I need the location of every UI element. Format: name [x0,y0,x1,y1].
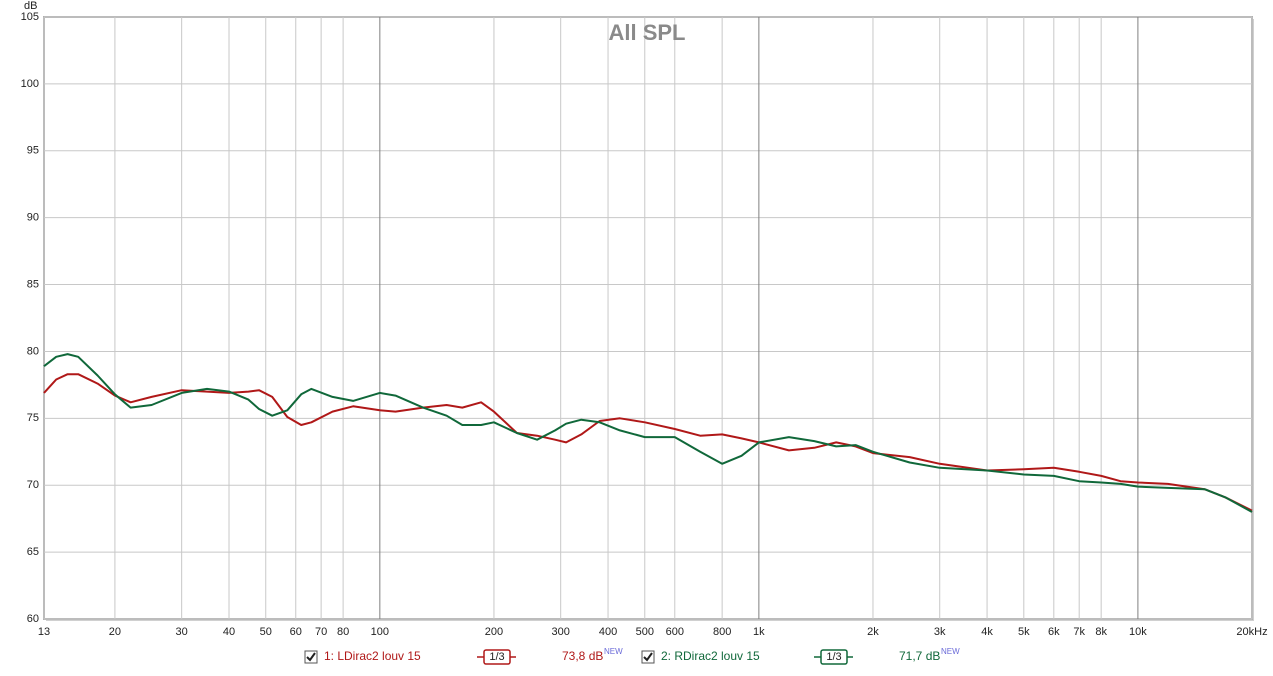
x-tick-label: 200 [485,626,503,638]
legend-entry: 1: LDirac2 louv 15 [324,649,421,663]
series-line [43,373,1253,512]
checkmark [306,652,316,662]
new-badge: NEW [604,647,623,656]
x-tick-label: 20kHz [1236,626,1267,638]
x-tick-label: 4k [981,626,993,638]
x-tick-label: 2k [867,626,879,638]
smoothing-label: 1/3 [826,651,841,663]
x-tick-label: 30 [176,626,188,638]
y-tick-label: 90 [27,212,39,224]
smoothing-label: 1/3 [489,651,504,663]
x-tick-label: 80 [337,626,349,638]
plot-area [43,16,1253,620]
x-tick-label: 600 [666,626,684,638]
checkmark [643,652,653,662]
x-tick-label: 100 [371,626,389,638]
y-tick-label: 60 [27,613,39,625]
legend: 1: LDirac2 louv 15 1/3 73,8 dB NEW 2: RDirac… [304,647,960,665]
new-badge: NEW [941,647,960,656]
smoothing-box[interactable] [820,649,848,665]
x-tick-label: 13 [38,626,50,638]
x-tick-label: 20 [109,626,121,638]
x-tick-label: 1k [753,626,765,638]
level-label: 71,7 dB [899,649,940,663]
y-tick-label: 75 [27,412,39,424]
level-label: 73,8 dB [562,649,603,663]
x-tick-label: 10k [1129,626,1147,638]
x-tick-label: 50 [260,626,272,638]
y-tick-label: 85 [27,278,39,290]
smoothing-box[interactable] [483,649,511,665]
y-tick-label: 105 [21,11,39,23]
x-tick-label: 6k [1048,626,1060,638]
lines [43,353,1253,513]
x-tick-label: 7k [1073,626,1085,638]
legend-entry: 2: RDirac2 louv 15 [661,649,760,663]
x-tick-label: 60 [290,626,302,638]
y-tick-label: 70 [27,479,39,491]
x-tick-label: 500 [636,626,654,638]
x-tick-label: 5k [1018,626,1030,638]
series-line [43,353,1253,513]
y-tick-label: 80 [27,345,39,357]
y-tick-label: 100 [21,78,39,90]
x-tick-label: 400 [599,626,617,638]
y-tick-label: 95 [27,145,39,157]
x-tick-label: 300 [552,626,570,638]
y-tick-label: 65 [27,546,39,558]
x-tick-label: 70 [315,626,327,638]
x-tick-label: 800 [713,626,731,638]
grid [43,16,1253,620]
chart-title: All SPL [608,20,685,45]
x-tick-label: 40 [223,626,235,638]
x-tick-label: 8k [1095,626,1107,638]
x-tick-label: 3k [934,626,946,638]
y-axis-label: dB [24,0,37,12]
